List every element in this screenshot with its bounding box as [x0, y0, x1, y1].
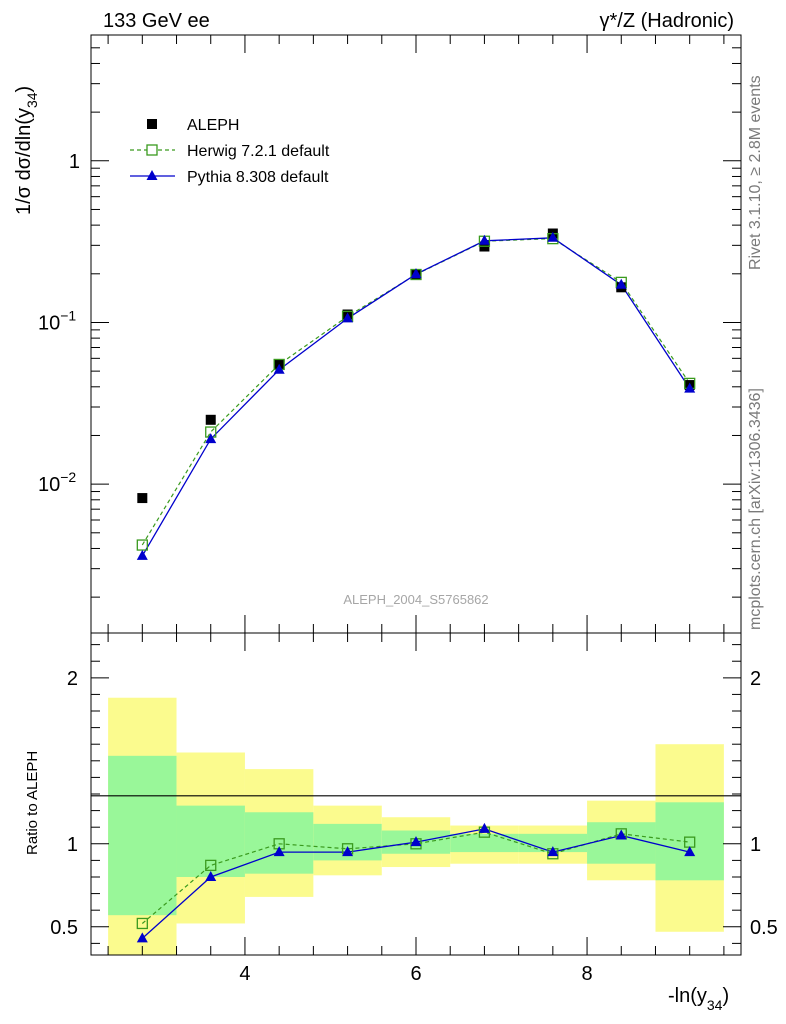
- pythia-ratio-point: [547, 846, 559, 857]
- ratio-ytick-label-right: 0.5: [750, 917, 778, 939]
- main-series: [136, 228, 696, 560]
- pythia-line: [141, 237, 691, 557]
- ratio-ytick-label-left: 2: [67, 668, 78, 690]
- ratio-series: [136, 822, 696, 943]
- header-energy: 133 GeV ee: [103, 10, 210, 32]
- herwig-line: [141, 237, 691, 546]
- main-axis-ticks: 10−2 10−1 1: [38, 34, 741, 633]
- ratio-ytick-label-left: 1: [67, 834, 78, 856]
- pythia-ratio-point: [205, 870, 217, 881]
- pythia-point: [342, 312, 354, 323]
- analysis-watermark: ALEPH_2004_S5765862: [343, 592, 488, 607]
- inner-uncertainty-band: [450, 833, 519, 853]
- ratio-ylabel: Ratio to ALEPH: [24, 751, 41, 855]
- legend: ALEPH Herwig 7.2.1 default Pythia 8.308 …: [130, 117, 330, 186]
- herwig-ratio-line: [141, 831, 690, 924]
- pythia-ratio-point: [136, 932, 148, 943]
- inner-uncertainty-band: [244, 812, 314, 874]
- uncertainty-bands: [108, 697, 724, 955]
- pythia-ratio-point: [342, 846, 354, 857]
- pythia-ratio-point: [410, 836, 422, 847]
- xtick-label: 8: [581, 963, 592, 985]
- legend-pythia-marker: [146, 170, 158, 180]
- main-ytick-label: 1: [69, 151, 80, 173]
- inner-uncertainty-band: [655, 802, 724, 881]
- mcplots-label: mcplots.cern.ch [arXiv:1306.3436]: [747, 388, 764, 630]
- aleph-point: [137, 493, 148, 504]
- pythia-point: [410, 268, 422, 279]
- pythia-point: [205, 433, 217, 444]
- xtick-label: 4: [239, 963, 250, 985]
- legend-aleph-label: ALEPH: [187, 117, 239, 134]
- pythia-point: [273, 363, 285, 374]
- ratio-plot: 0.5 0.5 1 1 2 2 4 6 8: [50, 632, 778, 985]
- main-plot: 10−2 10−1 1: [38, 34, 742, 634]
- pythia-ratio-point: [478, 822, 490, 833]
- xlabel: -ln(y34): [668, 985, 729, 1013]
- inner-uncertainty-band: [176, 805, 245, 877]
- ratio-ytick-label-left: 0.5: [50, 917, 78, 939]
- aleph-point: [205, 414, 216, 425]
- herwig-ratio-point: [205, 859, 217, 872]
- xtick-label: 6: [410, 963, 421, 985]
- main-ytick-label: 10−1: [38, 307, 76, 334]
- legend-pythia-label: Pythia 8.308 default: [187, 169, 329, 186]
- legend-herwig-label: Herwig 7.2.1 default: [187, 143, 330, 160]
- herwig-ratio-point: [136, 917, 148, 930]
- pythia-point: [684, 382, 696, 393]
- ratio-ytick-label-right: 1: [750, 834, 761, 856]
- ratio-ytick-label-right: 2: [750, 668, 761, 690]
- pythia-point: [615, 278, 627, 289]
- legend-aleph-marker: [147, 119, 157, 129]
- ratio-axis-ticks: 0.5 0.5 1 1 2 2 4 6 8: [50, 633, 778, 985]
- pythia-ratio-point: [684, 846, 696, 857]
- header-process: γ*/Z (Hadronic): [600, 10, 734, 32]
- main-ytick-label: 10−2: [38, 469, 76, 496]
- pythia-point: [547, 231, 559, 242]
- rivet-version-label: Rivet 3.1.10, ≥ 2.8M events: [747, 75, 764, 270]
- main-ylabel: 1/σ dσ/dln(y34): [13, 86, 40, 215]
- pythia-ratio-point: [615, 829, 627, 840]
- inner-uncertainty-band: [108, 755, 177, 916]
- legend-herwig-marker: [146, 144, 158, 156]
- pythia-point: [136, 549, 148, 560]
- pythia-point: [478, 234, 490, 245]
- pythia-ratio-point: [273, 846, 285, 857]
- herwig-point: [136, 539, 148, 551]
